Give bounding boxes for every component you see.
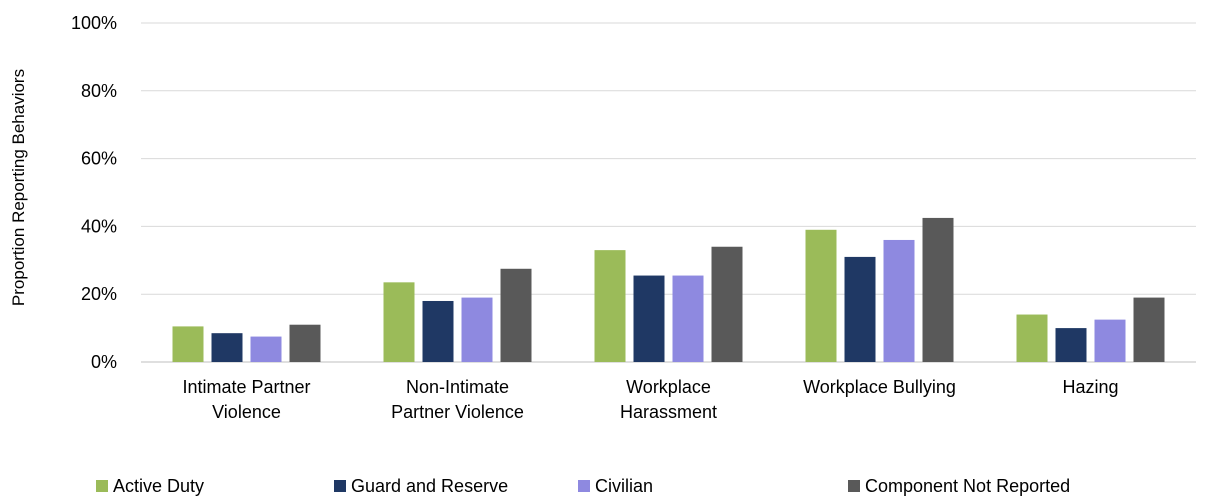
legend-swatch bbox=[578, 480, 590, 492]
x-category-label: Workplace Harassment bbox=[620, 377, 717, 422]
x-category-label-line: Workplace Bullying bbox=[803, 377, 956, 397]
x-category-label: Workplace Bullying bbox=[803, 377, 956, 397]
x-category-label: Hazing bbox=[1062, 377, 1118, 397]
x-category-label-line: Harassment bbox=[620, 402, 717, 422]
bar-component-not-reported bbox=[289, 324, 321, 362]
labels: Intimate Partner Violence Non-Intimate Part… bbox=[182, 377, 1118, 422]
bar-guard-and-reserve bbox=[1055, 328, 1087, 362]
axes: 0% 20% 40% 60% 80% 100% Proportion Reporting B… bbox=[9, 13, 1196, 372]
x-category-label-line: Intimate Partner bbox=[182, 377, 310, 397]
y-tick-label: 80% bbox=[81, 81, 117, 101]
legend-label: Guard and Reserve bbox=[351, 476, 508, 496]
bar-guard-and-reserve bbox=[844, 256, 876, 362]
bar-civilian bbox=[461, 297, 493, 362]
x-category-label: Intimate Partner Violence bbox=[182, 377, 310, 422]
bar-active-duty bbox=[383, 282, 415, 362]
bar-guard-and-reserve bbox=[633, 275, 665, 362]
gridlines bbox=[141, 22, 1196, 295]
legend-swatch bbox=[334, 480, 346, 492]
y-axis-title: Proportion Reporting Behaviors bbox=[9, 69, 28, 306]
y-tick-label: 100% bbox=[71, 13, 117, 33]
bar-component-not-reported bbox=[1133, 297, 1165, 362]
x-category-label: Non-Intimate Partner Violence bbox=[391, 377, 524, 422]
bar-active-duty bbox=[594, 250, 626, 362]
bar-civilian bbox=[672, 275, 704, 362]
bar-component-not-reported bbox=[500, 268, 532, 362]
legend-swatch bbox=[96, 480, 108, 492]
bar-active-duty bbox=[172, 326, 204, 362]
legend: Active Duty Guard and Reserve Civilian Comp… bbox=[96, 476, 1070, 496]
bar-civilian bbox=[1094, 319, 1126, 362]
x-category-label-line: Workplace bbox=[626, 377, 711, 397]
bar-active-duty bbox=[1016, 314, 1048, 362]
legend-label: Active Duty bbox=[113, 476, 204, 496]
legend-label: Component Not Reported bbox=[865, 476, 1070, 496]
bar-component-not-reported bbox=[711, 246, 743, 362]
bar-civilian bbox=[250, 336, 282, 362]
bar-civilian bbox=[883, 239, 915, 362]
x-category-label-line: Violence bbox=[212, 402, 281, 422]
legend-swatch bbox=[848, 480, 860, 492]
legend-label: Civilian bbox=[595, 476, 653, 496]
bar-guard-and-reserve bbox=[422, 300, 454, 362]
x-category-label-line: Hazing bbox=[1062, 377, 1118, 397]
bars bbox=[172, 217, 1165, 362]
x-category-label-line: Partner Violence bbox=[391, 402, 524, 422]
y-tick-label: 40% bbox=[81, 216, 117, 236]
x-category-label-line: Non-Intimate bbox=[406, 377, 509, 397]
y-tick-label: 60% bbox=[81, 149, 117, 169]
bar-guard-and-reserve bbox=[211, 333, 243, 362]
y-tick-label: 20% bbox=[81, 284, 117, 304]
bar-active-duty bbox=[805, 229, 837, 362]
y-tick-label: 0% bbox=[91, 352, 117, 372]
bar-component-not-reported bbox=[922, 217, 954, 362]
